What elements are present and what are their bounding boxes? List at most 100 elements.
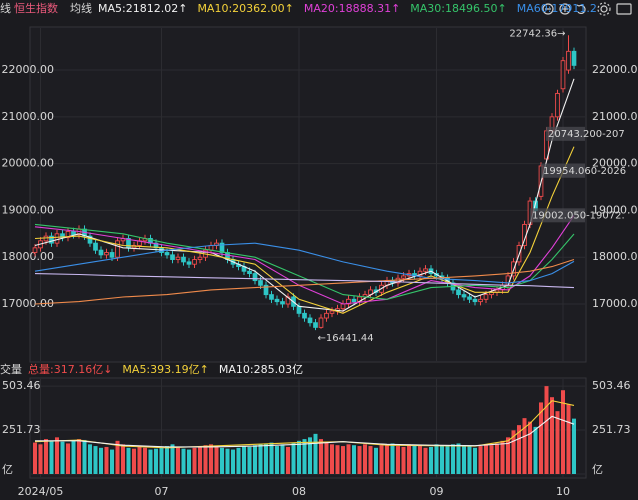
ma-line (34, 146, 575, 314)
candle-body (186, 261, 192, 265)
volume-bar (33, 442, 37, 474)
candle-body (181, 256, 186, 263)
y-tick-label: 20000.00 (2, 157, 55, 170)
volume-bar (55, 437, 59, 474)
volume-bar (511, 430, 516, 474)
volume-bar (198, 446, 202, 474)
volume-bar (209, 444, 213, 474)
volume-bar (187, 449, 191, 474)
volume-bar (291, 442, 296, 474)
candle-body (401, 275, 406, 279)
volume-bar (110, 449, 114, 474)
candle-body (329, 310, 335, 314)
y-tick-label: 17000.00 (2, 297, 55, 310)
candle-body (461, 294, 467, 298)
high-label: 22742.36→ (509, 28, 565, 39)
zoom-out[interactable] (542, 3, 554, 15)
fullscreen[interactable] (616, 3, 632, 15)
legend-item: MA20:18888.31↑ (304, 2, 400, 15)
candle-body (478, 298, 483, 303)
y-tick-label: 19000.00 (2, 203, 55, 216)
index-name[interactable]: 恒生指数 (14, 1, 58, 15)
candle-body (164, 252, 170, 256)
candle-body (351, 298, 357, 303)
volume-bar (506, 437, 510, 474)
volume-bar (451, 444, 455, 474)
volume-bar (132, 448, 136, 474)
x-tick-label: 2024/05 (18, 485, 64, 498)
candle-body (313, 322, 318, 328)
volume-bar (462, 445, 466, 474)
volume-bar (104, 446, 109, 474)
volume-bar (236, 447, 241, 474)
candle-body (170, 254, 175, 260)
volume-bar (528, 421, 532, 474)
y-tick-label: 亿 (2, 463, 13, 476)
candle-body (302, 312, 307, 319)
volume-bar (434, 444, 439, 474)
volume-bar (346, 444, 351, 474)
volume-bar (71, 440, 76, 474)
volume-bar (242, 446, 246, 474)
candle-body (555, 92, 560, 118)
toolbar-item[interactable]: 均线 (70, 1, 92, 15)
zoom-in[interactable] (559, 3, 571, 15)
volume-bar (192, 447, 197, 474)
volume-bar (313, 433, 318, 474)
volume-bar (99, 447, 103, 474)
price-panel (29, 26, 587, 363)
candle-body (252, 273, 258, 282)
legend-item: MA10:285.03亿 (219, 363, 303, 376)
volume-bar (467, 446, 472, 474)
volume-bar (253, 445, 257, 474)
candle-body (472, 298, 478, 303)
candle-body (269, 294, 274, 300)
volume-bar (302, 439, 307, 474)
volume-bar (374, 447, 378, 474)
y-tick-label: 亿 (592, 463, 603, 476)
volume-bar (264, 443, 268, 474)
volume-bar (456, 443, 461, 474)
volume-bar (231, 449, 235, 474)
volume-bar (489, 445, 494, 474)
legend-item: MA60:17911.2 (517, 2, 597, 15)
volume-bar (379, 445, 384, 474)
candle-body (571, 50, 577, 66)
candle-body (423, 268, 428, 272)
volume-bar (88, 444, 92, 474)
volume-bar (44, 439, 48, 474)
volume-bar (566, 404, 571, 474)
volume-bar (165, 446, 169, 474)
y-tick-label: 503.46 (592, 379, 631, 392)
volume-bar (126, 447, 131, 474)
volume-bar (319, 439, 323, 474)
candle-body (467, 296, 472, 300)
volume-bar (478, 446, 483, 474)
legend-item: MA5:393.19亿↑ (122, 363, 208, 376)
toolbar-item[interactable]: 线 (0, 1, 11, 15)
low-label: ←16441.44 (318, 333, 374, 344)
settings[interactable] (600, 5, 608, 13)
ma-line (34, 273, 575, 289)
volume-bar (500, 440, 505, 474)
volume-bar (412, 445, 417, 474)
volume-bar (143, 447, 147, 474)
volume-bar (60, 441, 65, 474)
volume-bar (522, 418, 527, 474)
volume-bar (297, 440, 301, 474)
volume-bar (429, 446, 433, 474)
candle-body (456, 289, 461, 296)
volume-bar (495, 443, 499, 474)
volume-bar (159, 447, 164, 474)
volume-bar (484, 444, 488, 474)
candle-body (296, 305, 302, 314)
candle-body (340, 303, 346, 310)
toolbar-icons (542, 2, 632, 16)
y-tick-label: 503.46 (2, 379, 41, 392)
y-tick-label: 18000.00 (592, 250, 638, 263)
legend-item: MA30:18496.50↑ (410, 2, 506, 15)
volume-bar (137, 446, 142, 474)
undo[interactable] (576, 4, 586, 15)
volume-bar (170, 444, 175, 474)
volume-bar (561, 390, 565, 474)
